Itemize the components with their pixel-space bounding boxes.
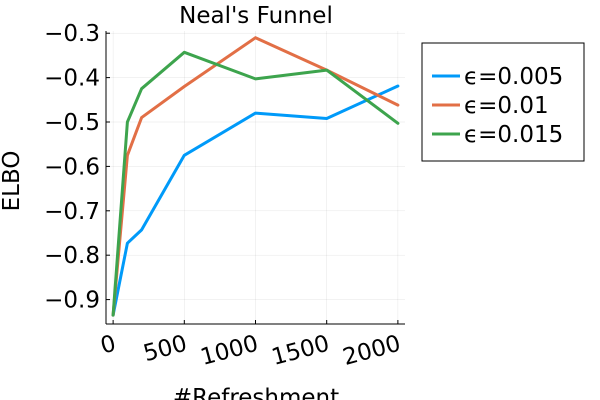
series-line-3 bbox=[111, 50, 400, 317]
x-tick-label: 0 bbox=[98, 331, 119, 360]
y-tick-label: −0.5 bbox=[44, 110, 100, 136]
x-tick-label: 1500 bbox=[269, 331, 332, 371]
y-tick-label: −0.4 bbox=[44, 66, 100, 92]
axes: −0.9 −0.8 −0.7 −0.6 −0.5 −0.4 −0.3 0 500 1000 1500… bbox=[44, 21, 405, 371]
x-tick-label: 500 bbox=[141, 331, 190, 367]
y-tick-label: −0.6 bbox=[44, 154, 100, 180]
y-tick-label: −0.8 bbox=[44, 243, 100, 269]
chart-title: Neal's Funnel bbox=[179, 3, 333, 29]
x-axis-label: #Refreshment bbox=[173, 385, 339, 400]
series-lines bbox=[111, 36, 400, 317]
x-tick-label: 2000 bbox=[340, 331, 403, 371]
grid bbox=[106, 31, 405, 324]
y-tick-label: −0.7 bbox=[44, 199, 100, 225]
legend-label-3: ϵ=0.015 bbox=[464, 122, 563, 148]
y-tick-label: −0.3 bbox=[44, 21, 100, 47]
series-line-1 bbox=[111, 84, 400, 317]
y-axis-label: ELBO bbox=[0, 151, 25, 212]
legend-box bbox=[421, 42, 585, 162]
legend: ϵ=0.005 ϵ=0.01 ϵ=0.015 bbox=[421, 42, 585, 162]
y-tick-label: −0.9 bbox=[44, 288, 100, 314]
legend-label-1: ϵ=0.005 bbox=[464, 64, 563, 90]
x-tick-label: 1000 bbox=[198, 331, 261, 371]
legend-label-2: ϵ=0.01 bbox=[464, 93, 549, 119]
